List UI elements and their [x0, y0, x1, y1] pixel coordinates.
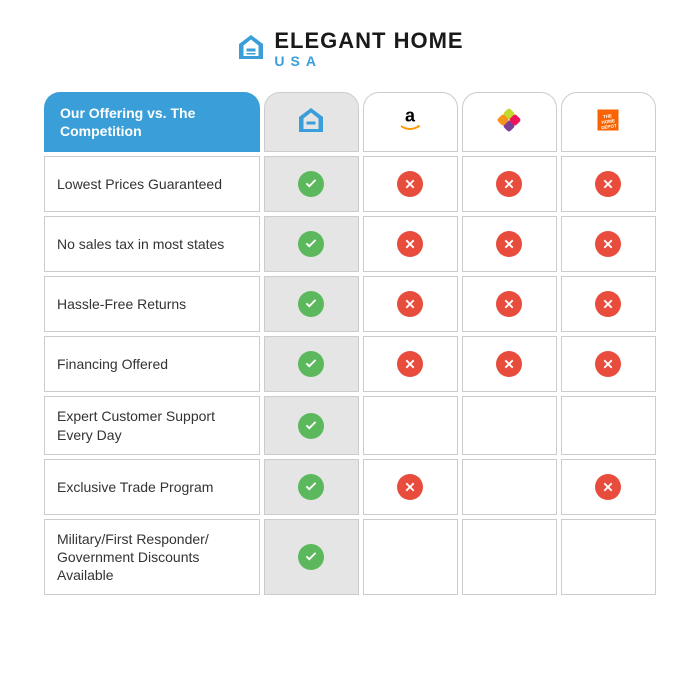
cell-competitor: [363, 519, 458, 596]
cross-icon: [496, 171, 522, 197]
table-row: Hassle-Free Returns: [44, 276, 656, 332]
cell-brand: [264, 216, 359, 272]
cell-brand: [264, 396, 359, 454]
feature-label: Exclusive Trade Program: [44, 459, 260, 515]
brand-name: ELEGANT HOME: [274, 30, 463, 52]
cell-competitor: [462, 276, 557, 332]
eleganthome-logo-icon: [236, 32, 266, 67]
cell-competitor: [363, 276, 458, 332]
cell-brand: [264, 276, 359, 332]
cross-icon: [397, 171, 423, 197]
cross-icon: [496, 351, 522, 377]
cross-icon: [595, 231, 621, 257]
cell-competitor: [363, 459, 458, 515]
table-row: No sales tax in most states: [44, 216, 656, 272]
cell-brand: [264, 459, 359, 515]
table-body: Lowest Prices GuaranteedNo sales tax in …: [44, 156, 656, 595]
wayfair-icon: [494, 122, 524, 139]
cell-competitor: [462, 156, 557, 212]
cell-brand: [264, 336, 359, 392]
check-icon: [298, 544, 324, 570]
table-row: Financing Offered: [44, 336, 656, 392]
column-eleganthome: [264, 92, 359, 152]
feature-label: Military/First Responder/ Government Dis…: [44, 519, 260, 596]
cell-brand: [264, 156, 359, 212]
cross-icon: [496, 291, 522, 317]
brand-sub: USA: [274, 54, 463, 68]
cell-competitor: [363, 216, 458, 272]
cross-icon: [397, 474, 423, 500]
feature-label: Expert Customer Support Every Day: [44, 396, 260, 454]
feature-label: No sales tax in most states: [44, 216, 260, 272]
feature-label: Lowest Prices Guaranteed: [44, 156, 260, 212]
cross-icon: [595, 351, 621, 377]
cell-competitor: [462, 459, 557, 515]
cell-competitor: [462, 216, 557, 272]
cell-competitor: [561, 519, 656, 596]
cross-icon: [595, 474, 621, 500]
feature-label: Financing Offered: [44, 336, 260, 392]
brand-logo-header: ELEGANT HOME USA: [40, 30, 660, 68]
feature-label: Hassle-Free Returns: [44, 276, 260, 332]
cross-icon: [595, 171, 621, 197]
svg-text:a: a: [405, 105, 416, 125]
cross-icon: [397, 291, 423, 317]
cell-competitor: [561, 216, 656, 272]
cross-icon: [397, 351, 423, 377]
comparison-table: Our Offering vs. The Competition a THEHO…: [40, 88, 660, 599]
cross-icon: [496, 231, 522, 257]
check-icon: [298, 474, 324, 500]
column-amazon: a: [363, 92, 458, 152]
cell-brand: [264, 519, 359, 596]
cell-competitor: [462, 396, 557, 454]
table-header-label: Our Offering vs. The Competition: [44, 92, 260, 152]
check-icon: [298, 291, 324, 317]
eleganthome-icon: [296, 122, 326, 139]
cross-icon: [595, 291, 621, 317]
cell-competitor: [561, 156, 656, 212]
table-row: Lowest Prices Guaranteed: [44, 156, 656, 212]
amazon-icon: a: [395, 122, 425, 139]
table-row: Military/First Responder/ Government Dis…: [44, 519, 656, 596]
check-icon: [298, 231, 324, 257]
table-row: Exclusive Trade Program: [44, 459, 656, 515]
cell-competitor: [462, 519, 557, 596]
check-icon: [298, 413, 324, 439]
cross-icon: [397, 231, 423, 257]
table-row: Expert Customer Support Every Day: [44, 396, 656, 454]
cell-competitor: [561, 336, 656, 392]
homedepot-icon: THEHOMEDEPOT: [593, 122, 623, 139]
check-icon: [298, 171, 324, 197]
cell-competitor: [363, 336, 458, 392]
cell-competitor: [363, 396, 458, 454]
cell-competitor: [363, 156, 458, 212]
cell-competitor: [462, 336, 557, 392]
cell-competitor: [561, 459, 656, 515]
column-homedepot: THEHOMEDEPOT: [561, 92, 656, 152]
cell-competitor: [561, 396, 656, 454]
check-icon: [298, 351, 324, 377]
column-wayfair: [462, 92, 557, 152]
cell-competitor: [561, 276, 656, 332]
